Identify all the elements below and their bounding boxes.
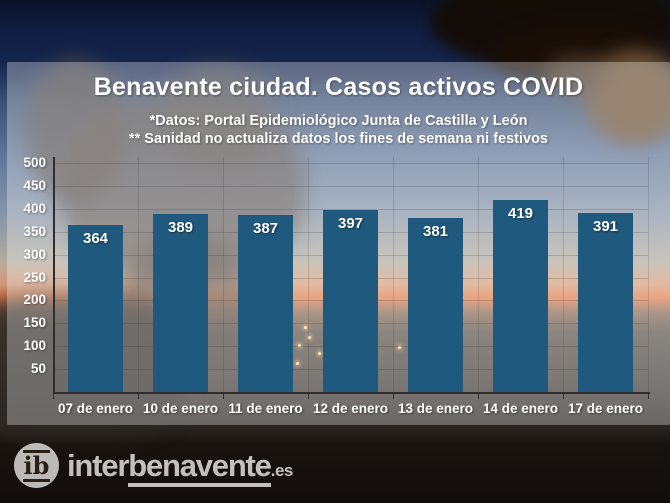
y-gridline (53, 185, 648, 187)
x-axis-line (53, 392, 650, 394)
x-axis-category-label: 17 de enero (567, 401, 644, 416)
bar-value-label: 381 (422, 222, 449, 240)
data-bar: 381 (408, 217, 463, 392)
tree-branch (545, 55, 615, 95)
category-gridline (223, 157, 224, 393)
y-gridline (53, 163, 648, 164)
y-gridline (53, 208, 648, 210)
y-axis-line (53, 157, 55, 394)
y-axis-tick-label: 50 (30, 361, 46, 377)
x-axis-tick (308, 393, 309, 399)
bar-value-label: 364 (82, 230, 109, 248)
data-bar: 389 (153, 213, 208, 392)
y-axis-tick-label: 200 (23, 292, 46, 308)
y-axis-tick-label: 400 (23, 200, 46, 216)
x-axis-tick (563, 393, 564, 399)
site-name: interbenavente.es (67, 447, 294, 487)
city-light (296, 362, 299, 365)
data-bar: 364 (68, 225, 123, 392)
city-light (318, 352, 321, 355)
logo-monogram: ib (22, 449, 51, 482)
y-axis-tick-label: 350 (23, 223, 46, 239)
bar-value-label: 387 (252, 219, 279, 237)
city-light (298, 344, 301, 347)
data-bar: 387 (238, 214, 293, 392)
statue-silhouette (160, 62, 275, 172)
y-axis-tick-label: 250 (23, 269, 46, 285)
y-axis-tick-label: 450 (23, 177, 46, 193)
category-gridline (138, 157, 139, 393)
data-bar: 391 (578, 212, 633, 392)
chart-title: Benavente ciudad. Casos activos COVID (93, 73, 584, 101)
x-axis-category-label: 14 de enero (482, 401, 559, 416)
bar-value-label: 391 (592, 217, 619, 235)
x-axis-tick (53, 393, 54, 399)
data-bar: 419 (493, 200, 548, 392)
chart-subtitle: *Datos: Portal Epidemiológico Junta de C… (7, 113, 670, 148)
category-gridline (393, 157, 394, 393)
y-axis-tick-label: 500 (23, 155, 46, 170)
site-tld: .es (270, 460, 294, 480)
x-axis-category-label: 13 de enero (397, 401, 474, 416)
category-gridline (563, 157, 564, 393)
data-bar: 397 (323, 210, 378, 392)
bar-value-label: 419 (507, 205, 534, 223)
x-axis-tick (478, 393, 479, 399)
subtitle-line-1: *Datos: Portal Epidemiológico Junta de C… (149, 113, 528, 129)
subtitle-line-2: ** Sanidad no actualiza datos los fines … (128, 130, 548, 147)
x-axis-tick (138, 393, 139, 399)
category-gridline (648, 157, 649, 393)
city-light (304, 326, 307, 329)
site-name-prefix: inter (67, 447, 129, 483)
category-gridline (478, 157, 479, 393)
site-watermark: ib interbenavente.es (14, 443, 293, 488)
x-axis-category-label: 11 de enero (228, 401, 303, 416)
x-axis-category-label: 12 de enero (312, 401, 389, 416)
x-axis-tick (648, 393, 649, 399)
bar-value-label: 397 (337, 215, 364, 233)
x-axis-tick (393, 393, 394, 399)
y-axis-tick-label: 300 (23, 246, 46, 262)
chart-header: Benavente ciudad. Casos activos COVID *D… (7, 73, 670, 148)
x-axis-category-label: 10 de enero (142, 401, 219, 416)
y-axis-tick-label: 100 (23, 338, 46, 354)
x-axis-tick (223, 393, 224, 399)
y-axis-tick-label: 150 (23, 315, 46, 331)
category-gridline (308, 157, 309, 393)
site-name-emphasis: benavente (128, 447, 272, 487)
city-light (398, 346, 401, 349)
city-light (308, 336, 311, 339)
x-axis-category-label: 07 de enero (57, 401, 134, 416)
bar-value-label: 389 (167, 218, 194, 236)
interbenavente-logo-icon: ib (14, 443, 59, 488)
